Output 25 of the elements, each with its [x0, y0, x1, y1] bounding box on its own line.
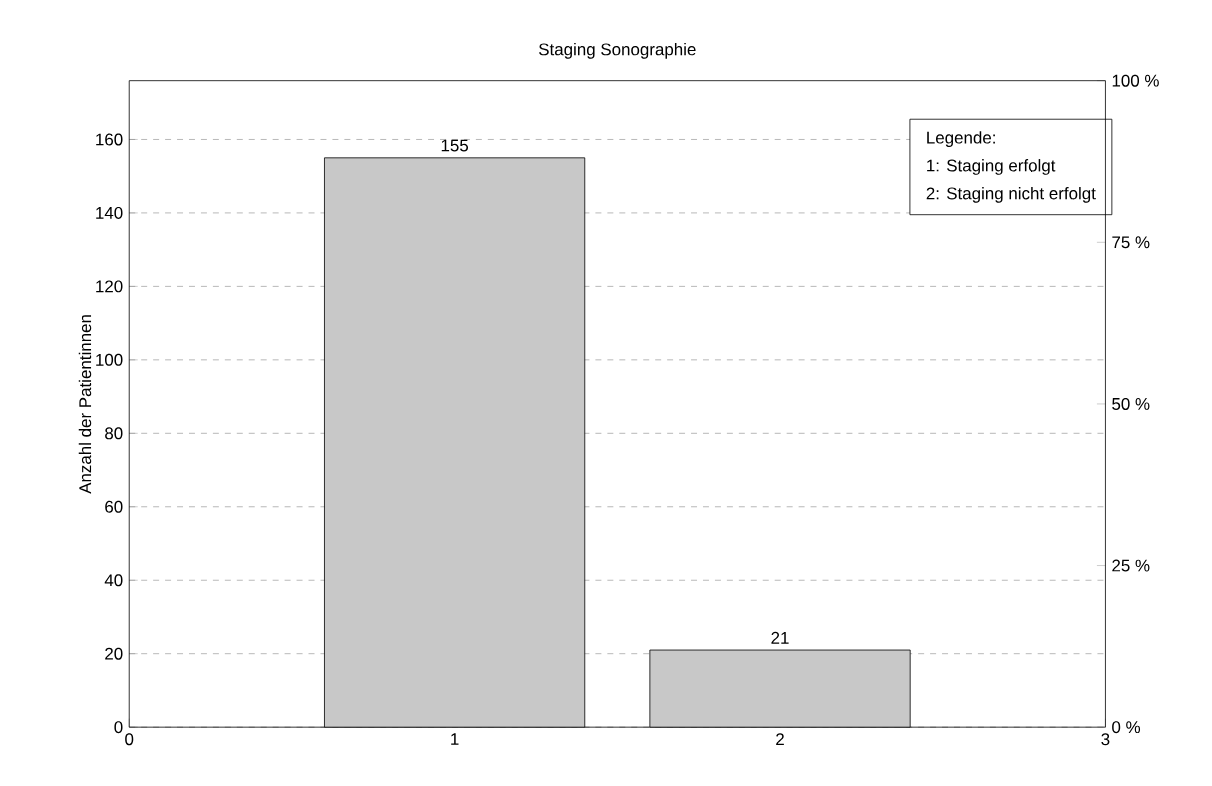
data-label: 21	[771, 631, 789, 644]
annotation: Legende:	[927, 131, 995, 147]
chart-title: Staging Sonographie	[539, 42, 696, 59]
y-tick-label: 100	[96, 353, 123, 366]
x-tick-label: 3	[1101, 733, 1110, 746]
y-tick-label: 60	[105, 500, 123, 513]
y-tick-label: 40	[104, 574, 123, 587]
x-tick-label: 1	[451, 733, 459, 745]
y-tick-label: 20	[105, 647, 123, 660]
annotation: 1: Staging erfolgt	[927, 159, 1056, 175]
y-tick-label: 0	[114, 721, 123, 734]
y2-tick-label: 25 %	[1112, 559, 1150, 572]
y-tick-label: 160	[96, 133, 123, 146]
x-tick-label: 2	[776, 733, 784, 746]
annotation: 2: Staging nicht erfolgt	[926, 186, 1096, 203]
x-tick-label: 0	[125, 733, 134, 746]
y2-tick-label: 75 %	[1112, 236, 1150, 249]
data-label: 155	[441, 139, 469, 152]
y-axis-title: Anzahl der Patientinnen	[78, 315, 92, 494]
y2-tick-label: 100 %	[1112, 74, 1159, 87]
y-tick-label: 80	[105, 427, 123, 440]
y2-tick-label: 50 %	[1112, 397, 1150, 410]
y2-tick-label: 0 %	[1112, 721, 1141, 734]
y-tick-label: 120	[96, 280, 123, 293]
y-tick-label: 140	[96, 206, 123, 219]
